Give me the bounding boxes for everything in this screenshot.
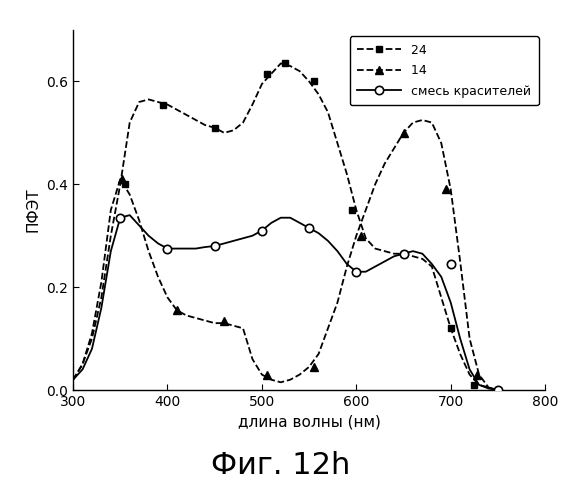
- Text: Фиг. 12h: Фиг. 12h: [211, 450, 351, 480]
- Y-axis label: ПФЭТ: ПФЭТ: [26, 188, 40, 232]
- X-axis label: длина волны (нм): длина волны (нм): [238, 414, 380, 430]
- Legend:  24,  14,  смесь красителей: 24, 14, смесь красителей: [350, 36, 539, 106]
